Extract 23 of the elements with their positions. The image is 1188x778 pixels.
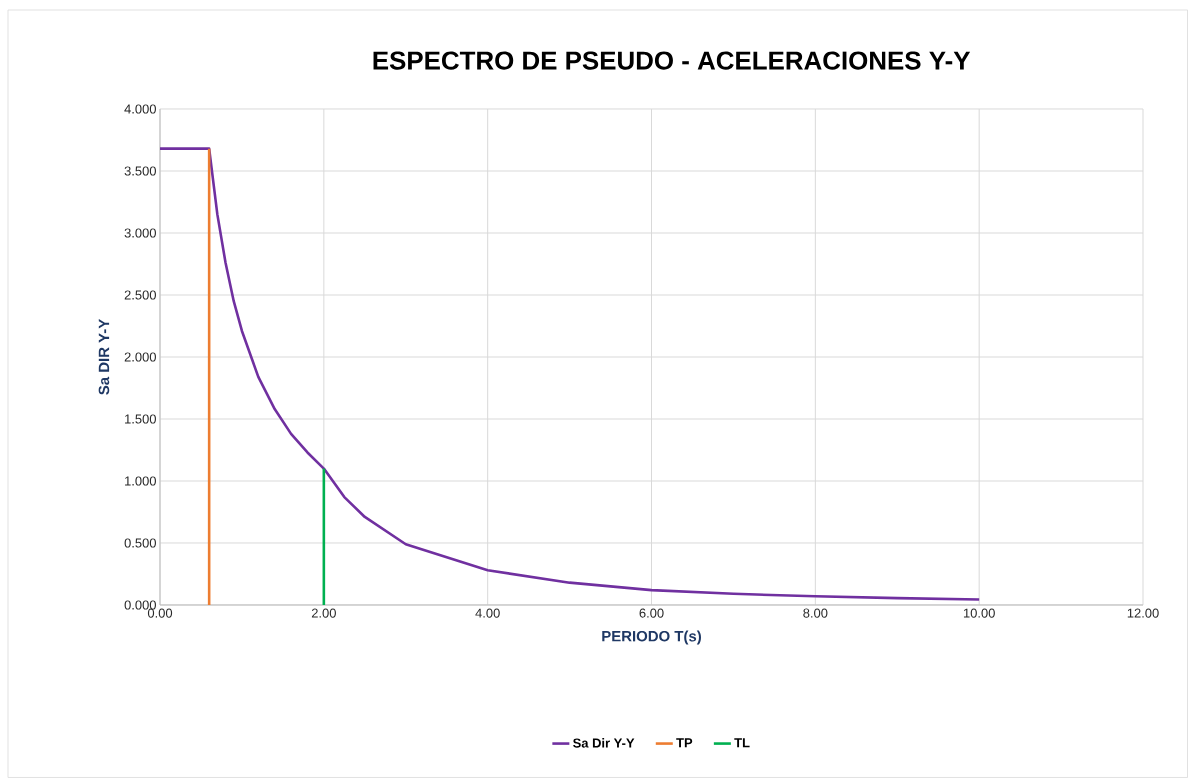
legend-label: TL xyxy=(734,738,750,748)
y-tick-label: 0.000 xyxy=(124,600,156,610)
y-tick-label: 3.500 xyxy=(124,166,156,176)
y-tick-label: 1.000 xyxy=(125,476,156,486)
y-axis-title: Sa DIR Y-Y xyxy=(98,319,110,395)
legend-label: TP xyxy=(676,738,693,748)
y-tick-label: 1.500 xyxy=(125,414,156,424)
y-tick-label: 2.500 xyxy=(124,290,156,300)
legend-label: Sa Dir Y-Y xyxy=(573,738,635,748)
y-tick-label: 0.500 xyxy=(124,538,156,548)
line-series xyxy=(158,147,981,601)
y-tick-label: 2.000 xyxy=(124,352,156,362)
y-tick-label: 4.000 xyxy=(124,104,156,114)
x-tick-label: 0.00 xyxy=(147,608,173,618)
x-tick-label: 10.00 xyxy=(963,608,995,618)
x-tick-label: 8.00 xyxy=(803,608,828,618)
x-axis-title: PERIODO T(s) xyxy=(602,630,701,645)
y-tick-label: 3.000 xyxy=(124,228,156,238)
chart-title: ESPECTRO DE PSEUDO - ACELERACIONES Y-Y xyxy=(373,51,971,70)
x-tick-label: 12.00 xyxy=(1127,608,1159,618)
x-tick-label: 4.00 xyxy=(475,608,500,618)
x-tick-label: 2.00 xyxy=(311,608,336,618)
x-tick-label: 6.00 xyxy=(639,608,664,618)
